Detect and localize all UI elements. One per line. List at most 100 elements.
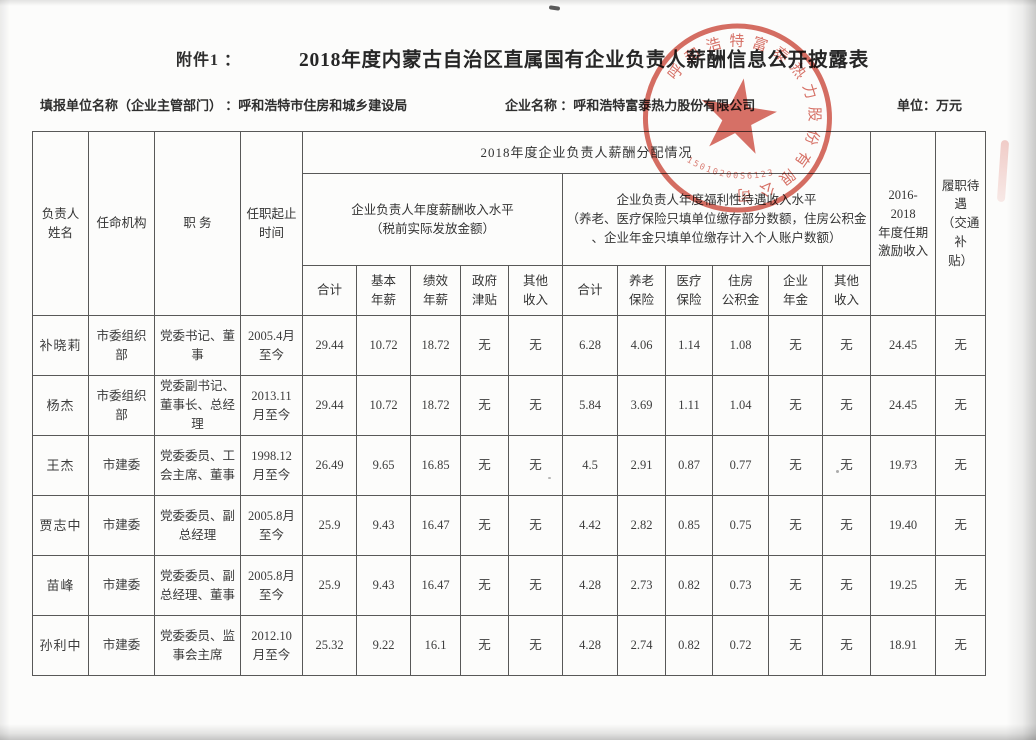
header-position: 职 务 xyxy=(154,131,241,316)
table-row: 苗峰 市建委 党委委员、副总经理、董事 2005.8月 至今 25.9 9.43 16.47… xyxy=(32,555,987,616)
table-cell: 无 xyxy=(508,375,563,436)
scan-speck xyxy=(836,470,839,473)
scan-speck xyxy=(905,463,909,466)
page-title: 2018年度内蒙古自治区直属国有企业负责人薪酬信息公开披露表 xyxy=(299,50,869,71)
table-cell: 无 xyxy=(460,495,509,556)
filing-unit-label: 填报单位名称（企业主管部门） ： xyxy=(40,98,239,113)
table-cell: 2012.10 月至今 xyxy=(240,615,303,676)
table-cell: 补晓莉 xyxy=(32,315,89,376)
table-cell: 19.73 xyxy=(870,435,937,496)
table-cell: 无 xyxy=(508,555,563,616)
table-cell: 4.28 xyxy=(562,555,618,616)
table-cell: 无 xyxy=(935,315,987,376)
table-cell: 无 xyxy=(935,435,987,496)
attachment-label: 附件1 ： xyxy=(176,52,242,69)
header-incentive: 2016- 2018 年度任期 激励收入 xyxy=(870,131,937,316)
header-welfare-group: 企业负责人年度福利性待遇收入水平 （养老、医疗保险只填单位缴存部分数额，住房公积… xyxy=(561,173,872,266)
table-cell: 无 xyxy=(935,375,987,436)
table-row: 补晓莉 市委组织部 党委书记、董事 2005.4月 至今 29.44 10.72 18.72… xyxy=(32,315,987,376)
unit-note: 单位：万元 xyxy=(897,98,963,113)
table-cell: 9.22 xyxy=(356,615,411,676)
header-welfare-total: 合计 xyxy=(562,265,618,316)
header-agency: 任命机构 xyxy=(88,131,155,316)
header-performance-salary: 绩效 年薪 xyxy=(410,265,461,316)
table-cell: 29.44 xyxy=(302,315,357,376)
header-distribution-group: 2018年度企业负责人薪酬分配情况 xyxy=(301,131,872,174)
table-cell: 党委委员、副总经理、董事 xyxy=(154,555,241,616)
table-cell: 无 xyxy=(935,555,987,616)
table-cell: 0.73 xyxy=(712,555,769,616)
table-cell: 5.84 xyxy=(562,375,618,436)
table-cell: 无 xyxy=(935,495,987,556)
scan-edge-left xyxy=(0,0,10,740)
table-cell: 无 xyxy=(768,435,823,496)
table-cell: 市建委 xyxy=(88,615,155,676)
filing-unit-value: 呼和浩特市住房和城乡建设局 xyxy=(238,98,408,113)
header-gov-allowance: 政府 津贴 xyxy=(460,265,509,316)
table-cell: 党委副书记、董事长、总经理 xyxy=(154,375,241,436)
header-medical: 医疗 保险 xyxy=(665,265,713,316)
table-cell: 孙利中 xyxy=(32,615,89,676)
header-pension: 养老 保险 xyxy=(617,265,666,316)
scan-edge-top xyxy=(0,0,1036,6)
company-name-label: 企业名称 ： xyxy=(505,98,574,113)
company-name-value: 呼和浩特富泰热力股份有限公司 xyxy=(573,98,756,113)
table-cell: 无 xyxy=(768,555,823,616)
table-cell: 无 xyxy=(821,315,872,376)
table-body: 补晓莉 市委组织部 党委书记、董事 2005.4月 至今 29.44 10.72 18.72… xyxy=(32,315,987,676)
header-term: 任职起止 时间 xyxy=(240,131,303,316)
table-cell: 无 xyxy=(821,435,872,496)
table-cell: 2.91 xyxy=(617,435,666,496)
scan-speck xyxy=(548,5,561,11)
table-cell: 党委委员、工会主席、董事 xyxy=(154,435,241,496)
table-cell: 2005.8月 至今 xyxy=(240,555,303,616)
table-cell: 4.28 xyxy=(562,615,618,676)
table-cell: 无 xyxy=(508,315,563,376)
table-cell: 16.1 xyxy=(410,615,461,676)
table-cell: 6.28 xyxy=(562,315,618,376)
table-cell: 无 xyxy=(821,375,872,436)
table-cell: 2005.8月 至今 xyxy=(240,495,303,556)
header-other-income-2: 其他 收入 xyxy=(821,265,872,316)
table-cell: 市委组织部 xyxy=(88,375,155,436)
table-cell: 王杰 xyxy=(32,435,89,496)
table-cell: 18.91 xyxy=(870,615,937,676)
header-other-income-1: 其他 收入 xyxy=(508,265,563,316)
table-cell: 9.43 xyxy=(356,495,411,556)
table-cell: 1.04 xyxy=(712,375,769,436)
table-cell: 党委书记、董事 xyxy=(154,315,241,376)
table-cell: 16.47 xyxy=(410,555,461,616)
company-name: 企业名称 ：呼和浩特富泰热力股份有限公司 xyxy=(505,95,755,114)
table-cell: 党委委员、监事会主席 xyxy=(154,615,241,676)
table-cell: 16.85 xyxy=(410,435,461,496)
table-cell: 1.11 xyxy=(665,375,713,436)
header-base-salary: 基本 年薪 xyxy=(356,265,411,316)
table-cell: 无 xyxy=(821,555,872,616)
table-cell: 无 xyxy=(768,315,823,376)
table-cell: 9.43 xyxy=(356,555,411,616)
table-cell: 29.44 xyxy=(302,375,357,436)
table-cell: 2.82 xyxy=(617,495,666,556)
table-row: 王杰 市建委 党委委员、工会主席、董事 1998.12 月至今 26.49 9.65 16.… xyxy=(32,435,987,496)
table-cell: 0.85 xyxy=(665,495,713,556)
table-cell: 4.5 xyxy=(562,435,618,496)
table-cell: 16.47 xyxy=(410,495,461,556)
table-cell: 无 xyxy=(460,375,509,436)
table-cell: 4.42 xyxy=(562,495,618,556)
header-perks: 履职待遇 （交通补 贴） xyxy=(935,131,987,316)
table-cell: 10.72 xyxy=(356,375,411,436)
table-row: 贾志中 市建委 党委委员、副总经理 2005.8月 至今 25.9 9.43 16.47 无无… xyxy=(32,495,987,556)
table-cell: 杨杰 xyxy=(32,375,89,436)
scan-edge-right xyxy=(1006,0,1036,740)
table-cell: 2013.11 月至今 xyxy=(240,375,303,436)
table-cell: 24.45 xyxy=(870,375,937,436)
table-cell: 无 xyxy=(508,615,563,676)
header-salary-total: 合计 xyxy=(302,265,357,316)
table-cell: 2005.4月 至今 xyxy=(240,315,303,376)
table-cell: 市建委 xyxy=(88,555,155,616)
table-cell: 10.72 xyxy=(356,315,411,376)
table-cell: 无 xyxy=(508,495,563,556)
table-cell: 无 xyxy=(460,615,509,676)
table-header: 负责人 姓名 任命机构 职 务 任职起止 时间 2018年度企业负责人薪酬分配情… xyxy=(32,131,987,316)
table-cell: 9.65 xyxy=(356,435,411,496)
